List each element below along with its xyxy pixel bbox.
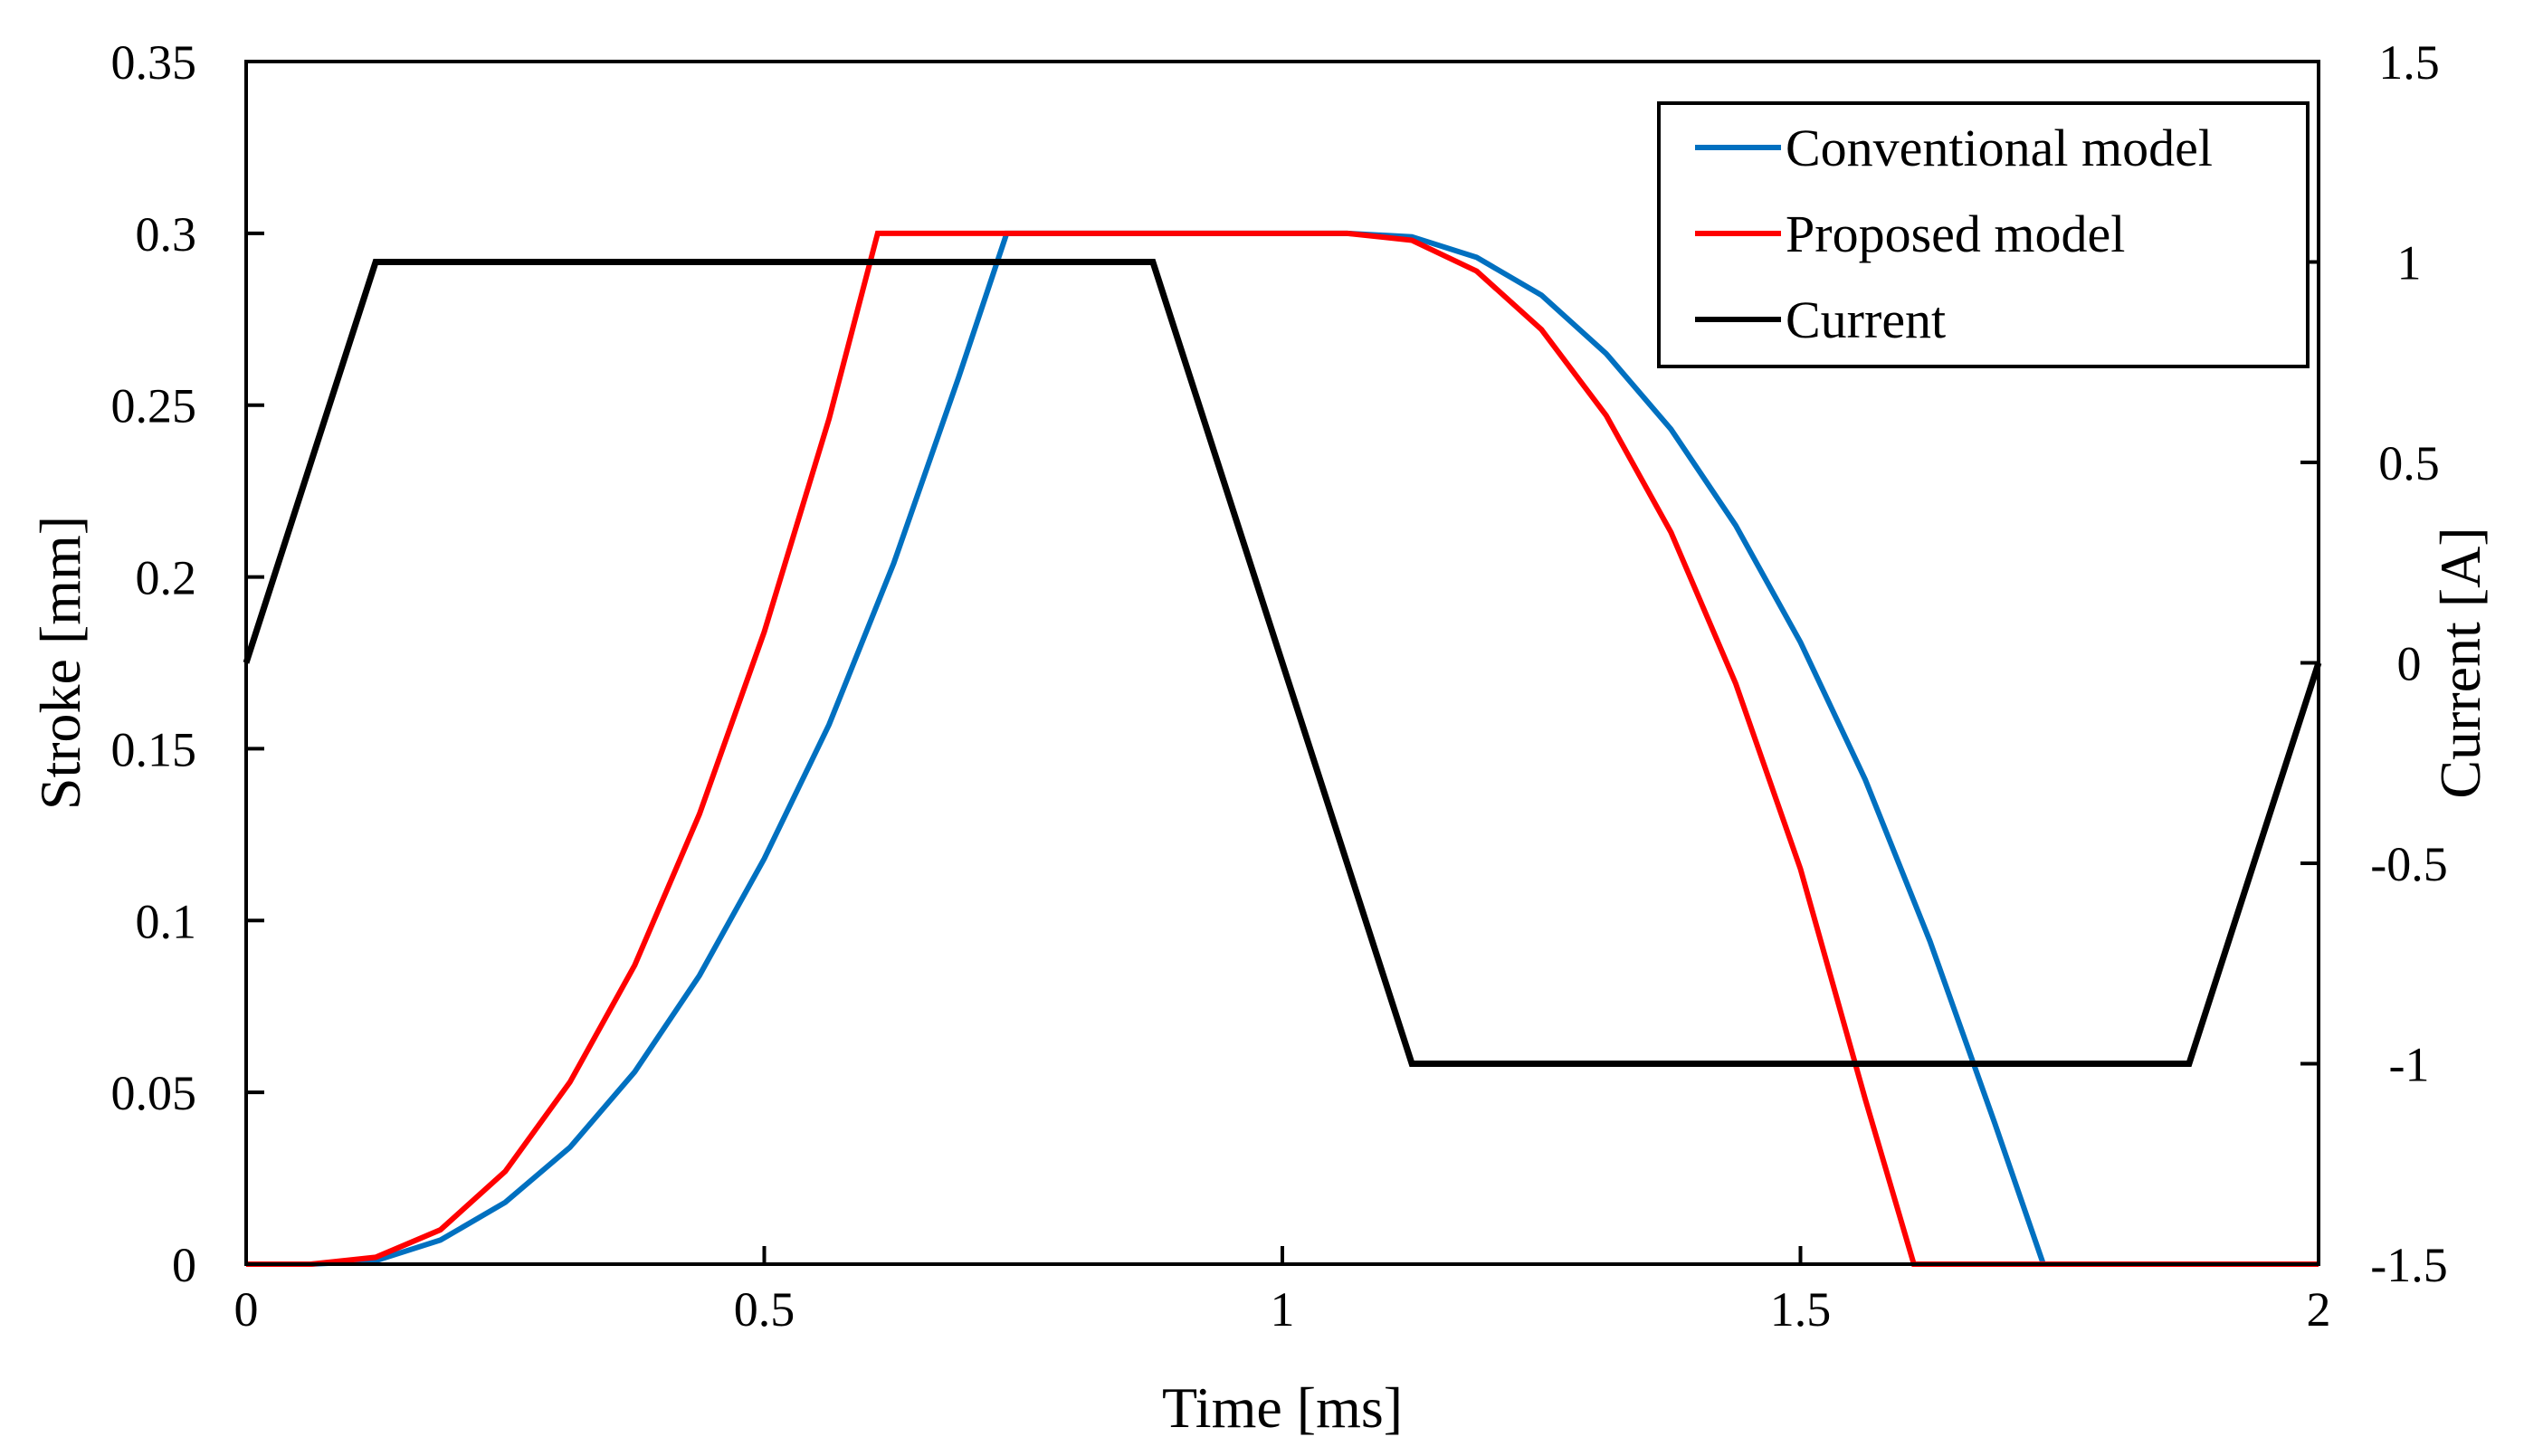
y-axis-title: Stroke [mm]	[28, 516, 92, 810]
x-tick-label: 0	[234, 1282, 259, 1337]
y-tick-label: 0.3	[136, 207, 197, 262]
y2-tick-label: -1	[2389, 1038, 2430, 1092]
y2-tick-label: 1.5	[2378, 35, 2440, 90]
y-tick-label: 0	[172, 1238, 196, 1292]
x-axis-title: Time [ms]	[1162, 1375, 1403, 1440]
y-tick-label: 0.25	[111, 379, 197, 433]
y-tick-label: 0.35	[111, 35, 197, 90]
x-tick-label: 1.5	[1770, 1282, 1832, 1337]
legend: Conventional model Proposed model Curren…	[1657, 101, 2310, 368]
legend-label-current: Current	[1786, 290, 1946, 349]
y2-tick-label: -0.5	[2370, 837, 2447, 891]
y2-tick-label: 1	[2397, 236, 2422, 290]
legend-label-proposed-model: Proposed model	[1786, 205, 2125, 263]
x-tick-label: 2	[2307, 1282, 2331, 1337]
x-tick-label: 1	[1271, 1282, 1295, 1337]
plot-frame	[244, 60, 2320, 1266]
y-tick-label: 0.2	[136, 551, 197, 605]
tick-labels: 0 0.5 1 1.5 2 0 0.05 0.1 0.15 0.2 0.25 0.3 0.35 -1.5 -…	[111, 35, 2448, 1337]
legend-label-conventional-model: Conventional model	[1786, 119, 2213, 177]
series-line-conventional-model	[246, 230, 2319, 1267]
y-tick-label: 0.15	[111, 722, 197, 776]
y2-tick-label: -1.5	[2370, 1238, 2447, 1292]
y2-tick-label: 0	[2397, 637, 2422, 691]
x-tick-label: 0.5	[734, 1282, 795, 1337]
series-line-proposed-model	[246, 230, 2319, 1267]
y2-tick-label: 0.5	[2378, 436, 2440, 490]
series-layer	[243, 230, 2322, 1267]
series-line-current	[243, 259, 2322, 1067]
y2-axis-title: Current [A]	[2428, 527, 2492, 798]
y-tick-label: 0.1	[136, 894, 197, 948]
y-tick-label: 0.05	[111, 1066, 197, 1120]
